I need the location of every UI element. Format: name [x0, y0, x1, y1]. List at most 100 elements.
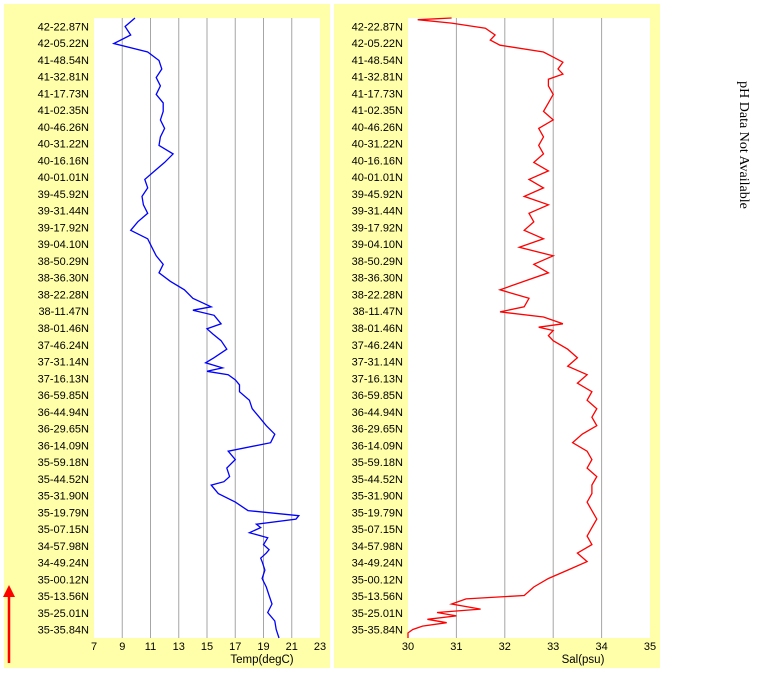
- y-tick-label: 40-16.16N: [352, 155, 403, 167]
- x-tick-label: 17: [229, 641, 241, 653]
- x-tick-label: 15: [201, 641, 213, 653]
- y-tick-label: 39-04.10N: [352, 239, 403, 251]
- x-tick-label: 13: [173, 641, 185, 653]
- x-tick-label: 35: [644, 641, 656, 653]
- y-tick-label: 35-31.90N: [38, 491, 89, 503]
- y-tick-label: 41-32.81N: [38, 72, 89, 84]
- y-tick-label: 42-22.87N: [352, 21, 403, 33]
- y-tick-label: 38-50.29N: [38, 256, 89, 268]
- x-tick-label: 31: [450, 641, 462, 653]
- y-tick-label: 35-13.56N: [38, 591, 89, 603]
- y-tick-label: 41-17.73N: [38, 88, 89, 100]
- y-tick-label: 39-17.92N: [352, 222, 403, 234]
- y-tick-label: 41-02.35N: [38, 105, 89, 117]
- y-tick-label: 41-48.54N: [38, 55, 89, 67]
- y-tick-label: 40-46.26N: [352, 122, 403, 134]
- y-tick-label: 35-00.12N: [38, 574, 89, 586]
- x-tick-label: 32: [499, 641, 511, 653]
- y-tick-label: 35-07.15N: [352, 524, 403, 536]
- y-tick-label: 39-45.92N: [352, 189, 403, 201]
- y-tick-label: 40-01.01N: [352, 172, 403, 184]
- y-tick-label: 34-57.98N: [38, 541, 89, 553]
- y-tick-label: 39-31.44N: [352, 206, 403, 218]
- salinity-plot-area: [408, 18, 650, 638]
- x-tick-label: 9: [119, 641, 125, 653]
- y-tick-label: 35-31.90N: [352, 491, 403, 503]
- y-tick-label: 36-29.65N: [38, 424, 89, 436]
- y-tick-label: 35-35.84N: [352, 625, 403, 637]
- y-tick-label: 35-44.52N: [352, 474, 403, 486]
- y-tick-label: 39-31.44N: [38, 206, 89, 218]
- y-tick-label: 37-31.14N: [38, 357, 89, 369]
- y-tick-label: 39-04.10N: [38, 239, 89, 251]
- y-tick-label: 38-11.47N: [352, 306, 403, 318]
- y-tick-label: 35-13.56N: [352, 591, 403, 603]
- x-tick-label: 19: [257, 641, 269, 653]
- y-tick-label: 34-57.98N: [352, 541, 403, 553]
- salinity-x-tick-labels: 30 31 32 33 34 35: [402, 641, 656, 653]
- salinity-series-line: [407, 17, 598, 638]
- temperature-gridlines: [121, 18, 293, 638]
- y-tick-label: 42-05.22N: [38, 38, 89, 50]
- temperature-panel: 42-22.87N 42-05.22N 41-48.54N 41-32.81N 41-1…: [4, 4, 330, 668]
- y-tick-label: 40-01.01N: [38, 172, 89, 184]
- salinity-axis-title: Sal(psu): [562, 654, 605, 666]
- y-tick-label: 34-49.24N: [38, 558, 89, 570]
- temperature-axis-title: Temp(degC): [230, 654, 293, 666]
- x-tick-label: 11: [145, 641, 156, 653]
- y-tick-label: 41-02.35N: [352, 105, 403, 117]
- salinity-gridlines: [455, 18, 603, 638]
- x-tick-label: 21: [286, 641, 298, 653]
- x-tick-label: 23: [314, 641, 326, 653]
- y-tick-label: 35-25.01N: [352, 608, 403, 620]
- y-tick-label: 35-59.18N: [38, 457, 89, 469]
- y-tick-label: 42-05.22N: [352, 38, 403, 50]
- x-tick-label: 33: [547, 641, 559, 653]
- y-tick-label: 39-45.92N: [38, 189, 89, 201]
- temperature-x-tick-labels: 7 9 11 13 15 17 19 21 23: [91, 641, 326, 653]
- y-tick-label: 36-44.94N: [352, 407, 403, 419]
- y-tick-label: 36-14.09N: [352, 440, 403, 452]
- y-tick-label: 40-31.22N: [352, 139, 403, 151]
- x-tick-label: 30: [402, 641, 414, 653]
- y-tick-label: 41-32.81N: [352, 72, 403, 84]
- y-tick-label: 35-00.12N: [352, 574, 403, 586]
- y-tick-label: 40-16.16N: [38, 155, 89, 167]
- y-tick-label: 41-17.73N: [352, 88, 403, 100]
- ph-not-available-note: pH Data Not Available: [736, 81, 751, 209]
- y-tick-label: 36-44.94N: [38, 407, 89, 419]
- y-tick-label: 35-35.84N: [38, 625, 89, 637]
- x-tick-label: 7: [91, 641, 97, 653]
- y-tick-label: 37-46.24N: [352, 340, 403, 352]
- y-tick-label: 35-25.01N: [38, 608, 89, 620]
- y-tick-label: 41-48.54N: [352, 55, 403, 67]
- direction-arrow-icon: [3, 585, 15, 663]
- y-tick-label: 36-29.65N: [352, 424, 403, 436]
- salinity-y-tick-labels: 42-22.87N 42-05.22N 41-48.54N 41-32.81N 41-1…: [352, 21, 403, 636]
- y-tick-label: 37-31.14N: [352, 357, 403, 369]
- x-tick-label: 34: [595, 641, 607, 653]
- y-tick-label: 38-01.46N: [352, 323, 403, 335]
- y-tick-label: 38-50.29N: [352, 256, 403, 268]
- y-tick-label: 38-36.30N: [352, 273, 403, 285]
- y-tick-label: 35-44.52N: [38, 474, 89, 486]
- y-tick-label: 35-59.18N: [352, 457, 403, 469]
- y-tick-label: 36-59.85N: [38, 390, 89, 402]
- temperature-series-line: [111, 17, 301, 639]
- temperature-y-tick-labels: 42-22.87N 42-05.22N 41-48.54N 41-32.81N 41-1…: [38, 21, 89, 636]
- y-tick-label: 37-16.13N: [38, 373, 89, 385]
- y-tick-label: 36-59.85N: [352, 390, 403, 402]
- y-tick-label: 42-22.87N: [38, 21, 89, 33]
- y-tick-label: 38-11.47N: [38, 306, 89, 318]
- y-tick-label: 37-46.24N: [38, 340, 89, 352]
- y-tick-label: 36-14.09N: [38, 440, 89, 452]
- salinity-panel: 42-22.87N 42-05.22N 41-48.54N 41-32.81N 41-1…: [334, 4, 660, 668]
- y-tick-label: 38-36.30N: [38, 273, 89, 285]
- y-tick-label: 35-07.15N: [38, 524, 89, 536]
- y-tick-label: 35-19.79N: [352, 507, 403, 519]
- y-tick-label: 37-16.13N: [352, 373, 403, 385]
- y-tick-label: 38-22.28N: [352, 289, 403, 301]
- y-tick-label: 38-22.28N: [38, 289, 89, 301]
- y-tick-label: 40-46.26N: [38, 122, 89, 134]
